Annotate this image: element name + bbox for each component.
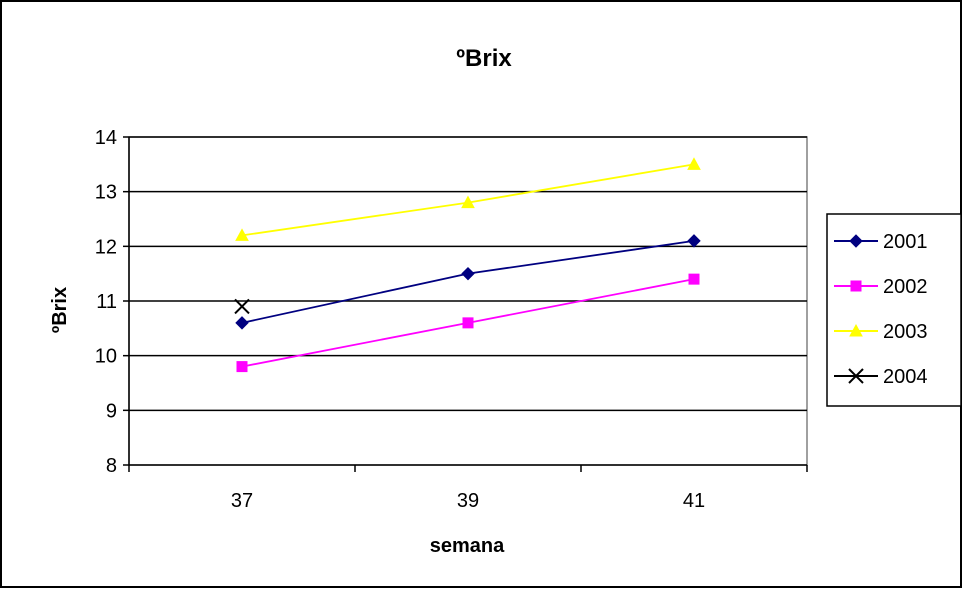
axes: 8 9 10 11 12 13 14 37 39 41 xyxy=(95,127,808,512)
series-markers xyxy=(234,157,701,373)
legend-marker-2002 xyxy=(850,280,862,292)
data-point-2002-41 xyxy=(688,273,700,285)
y-tick-label: 9 xyxy=(106,400,117,422)
y-tick-label: 8 xyxy=(106,455,117,477)
legend-marker-2003 xyxy=(849,323,863,337)
x-tick-label: 37 xyxy=(231,490,253,512)
data-point-2001-41 xyxy=(687,234,701,248)
chart-title: ºBrix xyxy=(456,45,512,72)
x-tick-label: 39 xyxy=(457,490,479,512)
legend-marker-2004 xyxy=(848,368,864,384)
x-tick-label: 41 xyxy=(683,490,705,512)
legend-marker-2001 xyxy=(849,234,863,248)
data-point-2002-39 xyxy=(462,317,474,329)
y-tick-label: 14 xyxy=(95,127,117,149)
legend: 2001 2002 2003 2004 xyxy=(826,213,962,407)
legend-label: 2003 xyxy=(883,321,928,343)
data-point-2001-39 xyxy=(461,266,475,281)
data-point-2003-39 xyxy=(461,195,475,209)
y-tick-label: 13 xyxy=(95,182,117,204)
x-axis-title: semana xyxy=(430,535,505,557)
legend-label: 2002 xyxy=(883,276,928,298)
y-axis-title: ºBrix xyxy=(49,287,71,333)
legend-label: 2004 xyxy=(883,366,928,388)
data-point-2002-37 xyxy=(236,361,248,373)
y-tick-label: 12 xyxy=(95,236,117,258)
data-point-2003-37 xyxy=(235,228,249,241)
data-point-2003-41 xyxy=(687,157,701,170)
data-point-2004-37 xyxy=(234,298,250,315)
y-tick-label: 11 xyxy=(96,291,117,313)
y-tick-label: 10 xyxy=(95,346,117,368)
legend-box xyxy=(826,213,962,407)
data-point-2001-37 xyxy=(235,316,249,330)
legend-label: 2001 xyxy=(883,231,928,253)
